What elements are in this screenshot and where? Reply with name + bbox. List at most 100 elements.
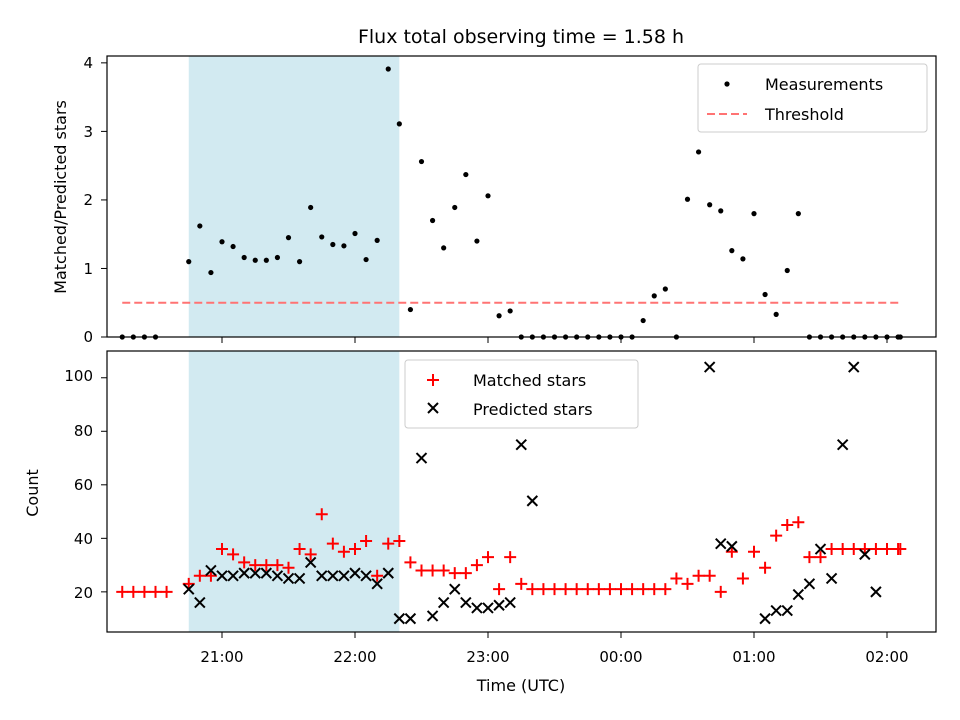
predicted-star-point (504, 596, 516, 609)
predicted-star-point (426, 610, 439, 622)
predicted-star-point (836, 438, 849, 451)
measurement-point (219, 239, 225, 245)
x-tick-label: 22:00 (333, 648, 376, 666)
legend-predicted-label: Predicted stars (473, 400, 593, 419)
measurement-point (407, 306, 414, 313)
predicted-star-point (338, 570, 350, 582)
matched-star-point (393, 535, 406, 548)
x-tick-label: 21:00 (200, 648, 243, 666)
measurement-point (319, 234, 325, 240)
matched-star-point (227, 548, 240, 561)
matched-star-point (592, 583, 605, 596)
matched-star-point (603, 583, 616, 596)
matched-star-point (803, 551, 816, 564)
top-y-axis-label: Matched/Predicted stars (51, 100, 70, 294)
matched-star-point (515, 577, 528, 590)
legend-matched-label: Matched stars (473, 371, 586, 390)
matched-star-point (315, 508, 328, 521)
top-ytick-label: 1 (83, 260, 93, 278)
predicted-star-point (249, 567, 261, 579)
predicted-star-point (293, 572, 306, 585)
predicted-star-point (792, 588, 805, 601)
top-legend-box (697, 63, 928, 133)
matched-star-point (836, 543, 849, 556)
measurement-point (762, 291, 768, 298)
measurement-point (684, 196, 691, 202)
predicted-star-point (493, 599, 505, 611)
top-ytick-label: 2 (83, 191, 93, 209)
matched-star-point (626, 583, 639, 596)
matched-star-point (249, 559, 262, 572)
bottom-ytick-label: 40 (74, 530, 93, 548)
measurement-point (197, 223, 203, 229)
matched-star-point (193, 569, 206, 582)
matched-star-point (426, 564, 439, 577)
measurement-point (784, 267, 790, 274)
predicted-star-point (327, 570, 339, 582)
bottom-legend-box (404, 359, 639, 429)
x-tick-label: 01:00 (732, 648, 775, 666)
matched-star-point (615, 583, 627, 596)
measurement-point (485, 193, 491, 199)
matched-star-point (304, 548, 317, 561)
matched-star-point (736, 572, 749, 585)
bottom-highlight-span (188, 351, 400, 632)
measurement-point (252, 257, 258, 263)
matched-star-point (149, 585, 162, 598)
predicted-star-point (382, 567, 394, 579)
x-tick-label: 02:00 (865, 648, 908, 666)
matched-star-point (770, 529, 783, 542)
matched-star-point (293, 543, 306, 556)
matched-star-point (570, 583, 583, 596)
top-ytick-label: 3 (83, 123, 93, 141)
measurement-point (507, 308, 513, 314)
bottom-legend: Matched stars Predicted stars (404, 359, 639, 429)
predicted-star-point (482, 602, 494, 614)
matched-star-point (326, 537, 339, 550)
measurement-point (740, 256, 746, 262)
measurement-point (230, 243, 236, 250)
matched-star-point (238, 556, 251, 569)
predicted-star-point (205, 564, 217, 577)
matched-star-point (127, 585, 140, 598)
top-plot-frame (106, 55, 937, 338)
legend-measurements-label: Measurements (765, 75, 883, 94)
predicted-star-point (271, 570, 284, 582)
measurement-point (274, 254, 281, 261)
matched-star-point (869, 543, 882, 556)
matched-star-point (681, 577, 694, 590)
matched-star-point (814, 551, 827, 564)
measurement-point (729, 248, 735, 254)
predicted-star-point (781, 604, 793, 617)
predicted-star-point (304, 556, 317, 569)
matched-star-point (894, 543, 907, 556)
matched-star-point (260, 559, 273, 572)
matched-star-point (415, 564, 428, 577)
x-ticks: 21:00 22:00 23:00 00:00 01:00 02:00 (200, 337, 909, 666)
matched-star-point (670, 572, 683, 585)
bottom-ytick-label: 80 (74, 422, 93, 440)
matched-star-point (437, 564, 450, 577)
matched-star-point (371, 569, 384, 582)
measurement-point (418, 158, 425, 165)
measurement-point (385, 66, 391, 72)
matched-star-point (881, 543, 893, 556)
predicted-star-point (227, 570, 239, 582)
top-marks (119, 66, 903, 340)
matched-star-point (781, 518, 794, 531)
predicted-star-point (183, 583, 195, 595)
matched-star-point (138, 585, 151, 598)
measurement-point (352, 230, 358, 237)
measurement-point (651, 293, 657, 299)
predicted-star-point (393, 612, 406, 625)
measurement-point (396, 121, 402, 127)
bottom-panel: 20 40 60 80 100 Count 21:00 22:00 23:00 … (23, 337, 937, 695)
measurement-point (441, 245, 447, 251)
bottom-ytick-label: 100 (64, 367, 93, 385)
measurement-point (640, 317, 646, 324)
measurement-point (285, 235, 292, 241)
matched-star-point (526, 583, 539, 596)
measurement-point (463, 171, 469, 178)
measurement-point (208, 269, 214, 276)
matched-star-point (581, 583, 594, 596)
